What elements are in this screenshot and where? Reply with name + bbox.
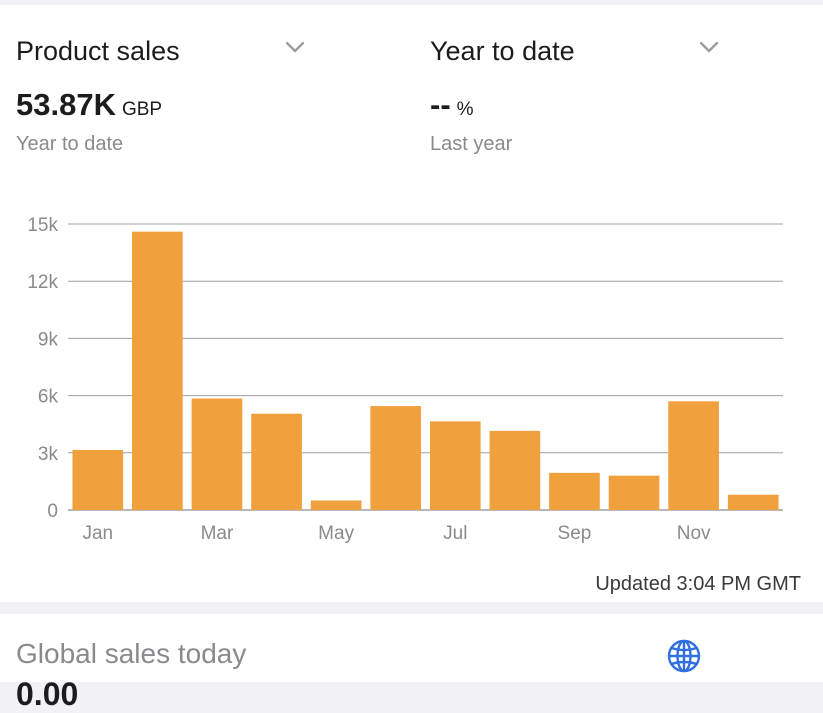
metric-dropdown[interactable]: Product sales <box>16 27 316 75</box>
sales-total-unit: GBP <box>121 99 163 120</box>
y-tick-label: 9k <box>38 329 59 350</box>
x-tick-label: May <box>318 523 354 544</box>
bar-mar[interactable] <box>191 398 243 510</box>
monthly-sales-chart: 0 3k 6k 9k 12k 15k Jan Mar May Jul Sep Nov <box>27 215 783 544</box>
comparison-unit: % <box>456 99 474 120</box>
chart-x-axis: Jan Mar May Jul Sep Nov <box>82 523 711 544</box>
global-sales-card: Global sales today 0.00 <box>0 614 823 712</box>
y-tick-label: 12k <box>27 272 58 293</box>
x-tick-label: Mar <box>201 523 234 544</box>
bar-jan[interactable] <box>72 449 124 510</box>
bar-jun[interactable] <box>370 406 422 510</box>
bar-sep[interactable] <box>549 472 600 510</box>
y-tick-label: 15k <box>27 215 58 236</box>
globe-icon[interactable] <box>666 638 702 674</box>
sales-total: 53.87K GBP <box>16 87 162 123</box>
chart-y-axis: 0 3k 6k 9k 12k 15k <box>27 215 58 522</box>
x-tick-label: Jul <box>443 523 467 544</box>
bar-nov[interactable] <box>668 401 719 510</box>
chevron-down-icon <box>700 42 718 53</box>
bar-apr[interactable] <box>251 413 302 510</box>
comparison-metric: --% <box>430 87 474 123</box>
period-dropdown[interactable]: Year to date <box>430 27 730 75</box>
comparison-caption: Last year <box>430 133 513 155</box>
global-sales-title: Global sales today <box>16 638 247 669</box>
bar-jul[interactable] <box>429 421 481 510</box>
x-tick-label: Nov <box>677 523 711 544</box>
bar-feb[interactable] <box>132 231 183 511</box>
bar-may[interactable] <box>310 500 362 510</box>
updated-timestamp: Updated 3:04 PM GMT <box>595 573 801 595</box>
bar-oct[interactable] <box>608 475 660 510</box>
sales-total-value: 53.87K <box>16 87 116 122</box>
y-tick-label: 3k <box>38 444 59 465</box>
x-tick-label: Jan <box>82 523 113 544</box>
y-tick-label: 6k <box>38 387 59 408</box>
period-dropdown-label: Year to date <box>430 35 575 66</box>
y-tick-label: 0 <box>47 501 58 522</box>
product-sales-card: Product sales Year to date 53.87K GBP Yea… <box>0 5 823 602</box>
chart-gridlines <box>68 223 783 511</box>
chart-bars <box>72 231 779 511</box>
bar-aug[interactable] <box>489 430 541 510</box>
bar-dec[interactable] <box>727 494 779 510</box>
sales-total-caption: Year to date <box>16 133 124 155</box>
x-tick-label: Sep <box>558 523 592 544</box>
chevron-down-icon <box>286 42 304 53</box>
comparison-value: -- <box>430 87 451 122</box>
metric-dropdown-label: Product sales <box>16 35 180 66</box>
